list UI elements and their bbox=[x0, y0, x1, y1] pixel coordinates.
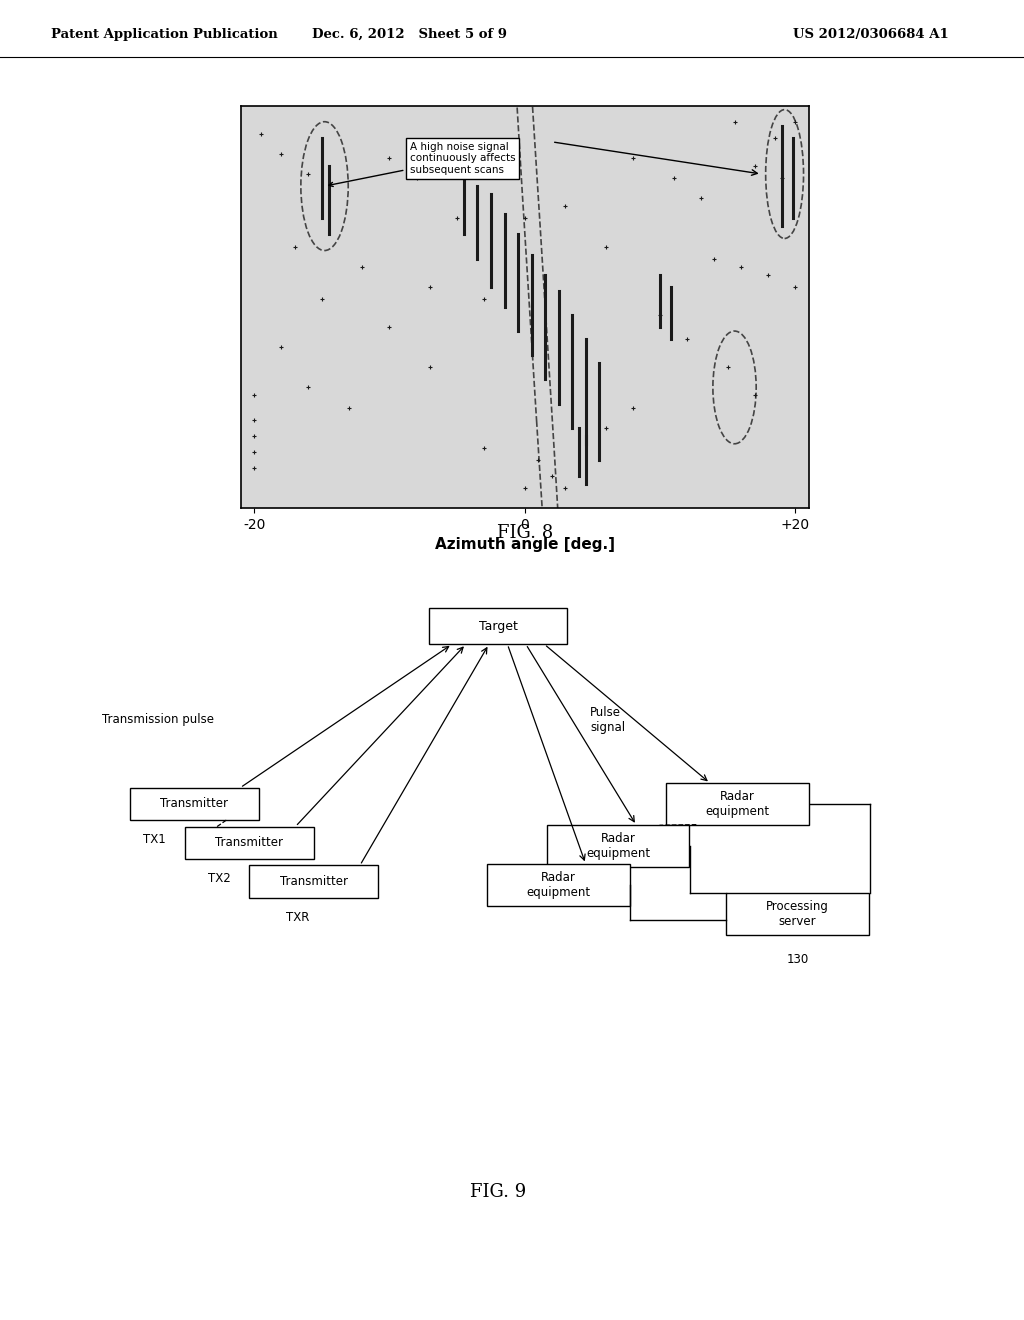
Text: 130: 130 bbox=[786, 953, 809, 966]
Text: Transmission pulse: Transmission pulse bbox=[102, 713, 214, 726]
Text: Radar
equipment: Radar equipment bbox=[586, 832, 650, 861]
Text: TX2: TX2 bbox=[208, 873, 230, 884]
Text: Dec. 6, 2012   Sheet 5 of 9: Dec. 6, 2012 Sheet 5 of 9 bbox=[312, 28, 507, 41]
Text: Transmitter: Transmitter bbox=[215, 837, 284, 849]
FancyBboxPatch shape bbox=[129, 788, 258, 820]
FancyBboxPatch shape bbox=[250, 866, 379, 898]
FancyBboxPatch shape bbox=[547, 825, 689, 867]
Text: Processing
server: Processing server bbox=[766, 900, 829, 928]
Text: FIG. 8: FIG. 8 bbox=[497, 524, 553, 541]
FancyBboxPatch shape bbox=[486, 863, 630, 906]
Text: US 2012/0306684 A1: US 2012/0306684 A1 bbox=[793, 28, 948, 41]
Text: A high noise signal
continuously affects
subsequent scans: A high noise signal continuously affects… bbox=[329, 141, 515, 186]
Text: Transmitter: Transmitter bbox=[160, 797, 228, 810]
Text: TX1: TX1 bbox=[143, 833, 166, 846]
FancyBboxPatch shape bbox=[726, 892, 869, 935]
Text: Target: Target bbox=[479, 619, 517, 632]
Text: Pulse
signal: Pulse signal bbox=[591, 706, 626, 734]
Text: Patent Application Publication: Patent Application Publication bbox=[51, 28, 278, 41]
FancyBboxPatch shape bbox=[184, 826, 313, 859]
Text: Radar
equipment: Radar equipment bbox=[706, 789, 770, 818]
FancyBboxPatch shape bbox=[429, 609, 567, 644]
Text: Transmitter: Transmitter bbox=[280, 875, 348, 888]
Text: TXR: TXR bbox=[287, 911, 309, 924]
Text: FIG. 9: FIG. 9 bbox=[470, 1183, 526, 1201]
Text: Radar
equipment: Radar equipment bbox=[526, 871, 590, 899]
X-axis label: Azimuth angle [deg.]: Azimuth angle [deg.] bbox=[435, 537, 614, 553]
FancyBboxPatch shape bbox=[667, 783, 809, 825]
